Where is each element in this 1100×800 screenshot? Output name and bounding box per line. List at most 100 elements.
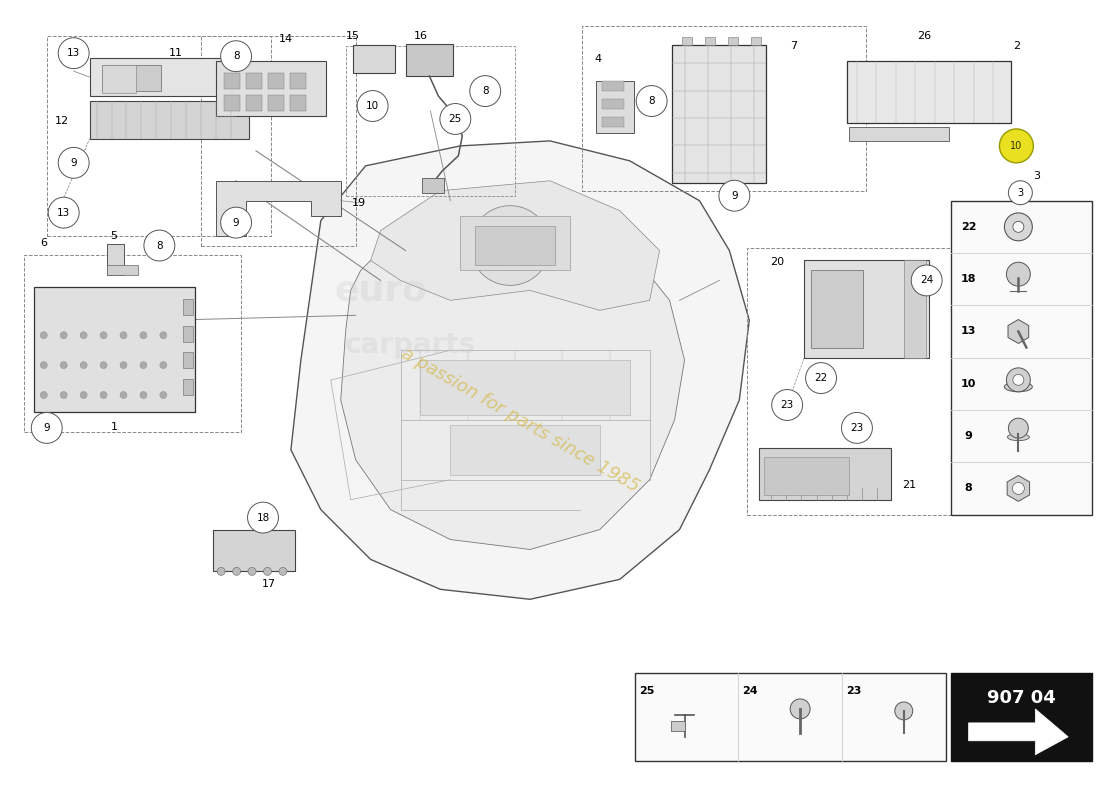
FancyBboxPatch shape [602, 81, 624, 91]
Circle shape [249, 567, 256, 575]
Polygon shape [341, 216, 684, 550]
FancyBboxPatch shape [268, 73, 284, 89]
Circle shape [719, 180, 750, 211]
Polygon shape [371, 181, 660, 310]
Text: 8: 8 [965, 483, 972, 494]
Text: 23: 23 [846, 686, 861, 696]
Circle shape [120, 391, 127, 398]
FancyBboxPatch shape [759, 448, 891, 500]
FancyBboxPatch shape [422, 178, 444, 193]
FancyBboxPatch shape [217, 61, 326, 116]
FancyBboxPatch shape [475, 226, 556, 266]
FancyBboxPatch shape [705, 38, 715, 46]
FancyBboxPatch shape [89, 58, 249, 96]
FancyBboxPatch shape [213, 530, 295, 571]
Text: 24: 24 [742, 686, 758, 696]
Text: 3: 3 [1033, 170, 1039, 181]
FancyBboxPatch shape [460, 216, 570, 270]
Text: 907 04: 907 04 [987, 689, 1056, 706]
Ellipse shape [1008, 434, 1030, 441]
FancyBboxPatch shape [406, 44, 453, 76]
Circle shape [1006, 368, 1031, 392]
FancyBboxPatch shape [89, 101, 249, 139]
Circle shape [140, 362, 147, 369]
FancyBboxPatch shape [101, 65, 162, 91]
Text: 9: 9 [233, 218, 240, 228]
Circle shape [48, 198, 79, 228]
FancyBboxPatch shape [682, 38, 692, 46]
Circle shape [894, 702, 913, 720]
Circle shape [1013, 222, 1024, 232]
FancyBboxPatch shape [602, 99, 624, 109]
Text: 20: 20 [770, 258, 784, 267]
Circle shape [471, 206, 550, 286]
Text: 25: 25 [449, 114, 462, 124]
Text: a passion for parts since 1985: a passion for parts since 1985 [398, 344, 642, 496]
Text: 18: 18 [960, 274, 977, 284]
Text: 9: 9 [965, 431, 972, 441]
FancyBboxPatch shape [290, 95, 306, 111]
Circle shape [60, 391, 67, 398]
Text: 9: 9 [70, 158, 77, 168]
Circle shape [144, 230, 175, 261]
Circle shape [470, 76, 500, 106]
Circle shape [248, 502, 278, 533]
Polygon shape [1008, 475, 1030, 502]
FancyBboxPatch shape [184, 379, 194, 395]
FancyBboxPatch shape [728, 38, 738, 46]
FancyBboxPatch shape [596, 81, 634, 133]
Circle shape [120, 332, 127, 338]
Circle shape [160, 332, 167, 338]
Circle shape [440, 103, 471, 134]
Circle shape [31, 413, 63, 443]
Circle shape [636, 86, 667, 117]
Text: 9: 9 [43, 423, 51, 433]
Text: 16: 16 [414, 31, 428, 42]
Text: 13: 13 [961, 326, 976, 337]
Circle shape [41, 362, 47, 369]
Text: euro: euro [334, 274, 427, 307]
Circle shape [264, 567, 272, 575]
Circle shape [279, 567, 287, 575]
FancyBboxPatch shape [602, 117, 624, 127]
FancyBboxPatch shape [950, 673, 1092, 761]
Text: 11: 11 [169, 48, 184, 58]
Circle shape [772, 390, 803, 421]
FancyBboxPatch shape [107, 243, 124, 275]
Circle shape [80, 362, 87, 369]
Text: 15: 15 [345, 31, 360, 42]
Text: 17: 17 [262, 579, 276, 590]
FancyBboxPatch shape [751, 38, 761, 46]
FancyBboxPatch shape [420, 360, 629, 415]
Circle shape [790, 699, 810, 719]
Text: 4: 4 [594, 54, 602, 64]
Circle shape [120, 362, 127, 369]
FancyBboxPatch shape [184, 326, 194, 342]
Text: 2: 2 [1013, 42, 1020, 51]
FancyBboxPatch shape [950, 201, 1092, 514]
Circle shape [1006, 262, 1031, 286]
Circle shape [140, 391, 147, 398]
Text: 8: 8 [482, 86, 488, 96]
Polygon shape [290, 141, 749, 599]
Circle shape [911, 265, 942, 296]
Text: 23: 23 [781, 400, 794, 410]
FancyBboxPatch shape [268, 95, 284, 111]
Text: 25: 25 [639, 686, 654, 696]
Circle shape [41, 391, 47, 398]
FancyBboxPatch shape [246, 95, 262, 111]
Text: 13: 13 [57, 208, 70, 218]
Text: 26: 26 [916, 31, 931, 42]
Text: 7: 7 [791, 42, 798, 51]
FancyBboxPatch shape [34, 287, 195, 412]
Text: 10: 10 [366, 101, 379, 111]
Text: 19: 19 [352, 198, 365, 208]
Circle shape [80, 332, 87, 338]
Circle shape [1012, 482, 1024, 494]
FancyBboxPatch shape [450, 425, 600, 474]
Circle shape [140, 332, 147, 338]
Circle shape [221, 41, 252, 72]
Text: 8: 8 [156, 241, 163, 250]
Text: 10: 10 [961, 379, 976, 389]
Circle shape [100, 391, 107, 398]
